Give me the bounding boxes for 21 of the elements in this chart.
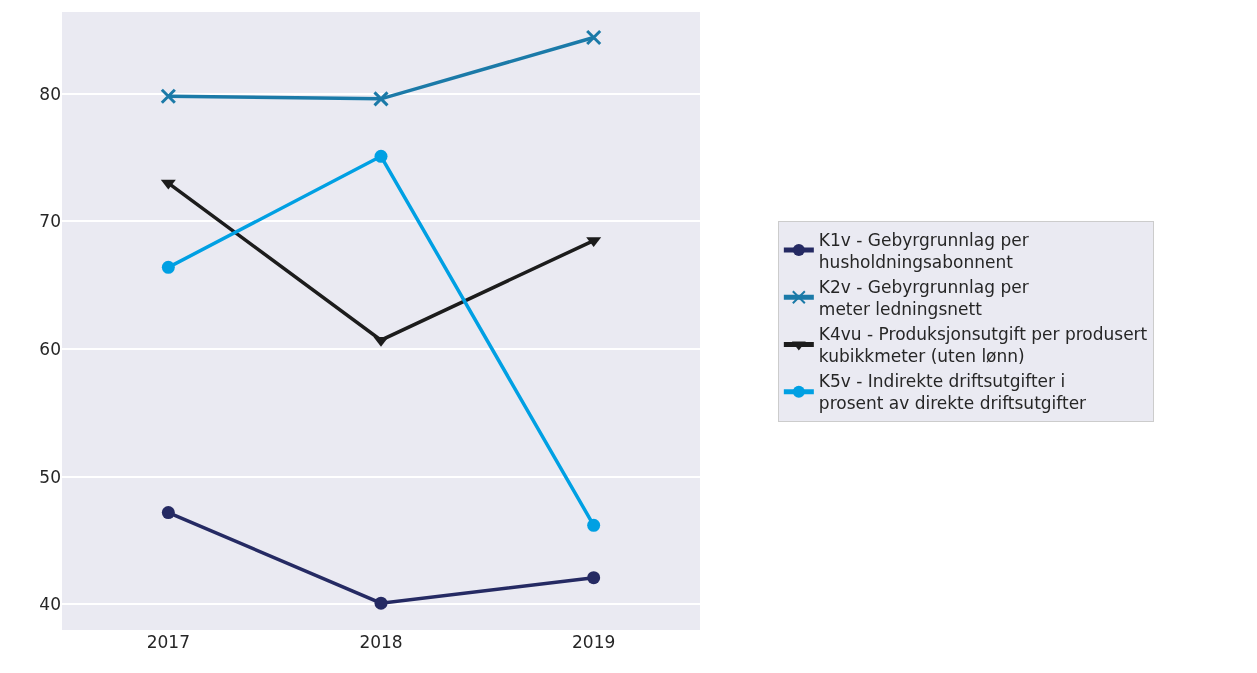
point [585,29,602,46]
y-tick-label: 70 [39,211,61,232]
y-tick-label: 50 [39,466,61,487]
point [161,260,175,274]
y-tick-label: 80 [39,83,61,104]
legend-label: K2v - Gebyrgrunnlag per meter ledningsnett [818,276,1029,319]
point [161,506,175,520]
legend-label: K1v - Gebyrgrunnlag per husholdningsabonnent [818,229,1029,272]
point [587,571,601,585]
x-tick-label: 2018 [359,632,403,652]
x-tick-label: 2019 [572,632,616,652]
point [374,149,388,163]
point [373,90,389,107]
legend-label: K4vu - Produksjonsutgift per produsert kubikkmeter (uten lønn) [818,324,1148,367]
point [587,518,601,532]
y-tick-label: 60 [39,339,61,360]
x-tick-label: 2017 [146,632,190,652]
legend-label: K5v - Indirekte driftsutgifter i prosent av direkte driftsutgifter [818,371,1087,414]
point [160,88,177,105]
point [374,596,388,610]
y-tick-label: 40 [39,594,61,615]
